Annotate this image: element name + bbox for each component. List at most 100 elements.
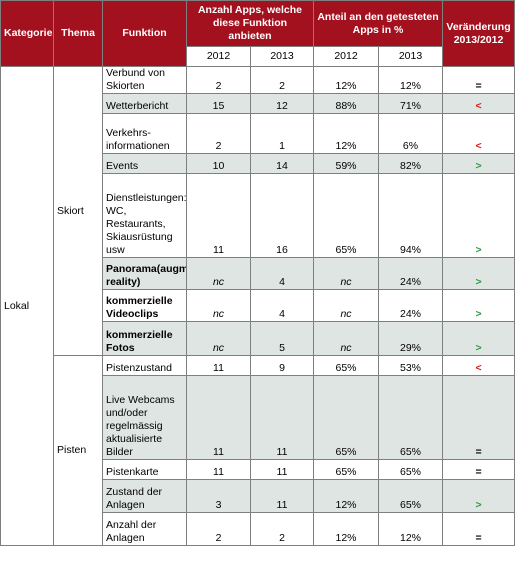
pct-2013-cell: 82%	[377, 153, 444, 174]
app-functions-table: Kategorie Thema Funktion Anzahl Apps, we…	[0, 0, 515, 546]
pct-2013-cell: 71%	[377, 93, 444, 114]
pct-2012-cell: 65%	[313, 355, 379, 376]
table-row: Zustand der Anlagen 3 11 12% 65% >	[1, 479, 515, 513]
apps-2012-cell: 11	[186, 173, 251, 258]
apps-2012-cell: 2	[186, 512, 251, 546]
pct-2012-cell: 65%	[313, 173, 379, 258]
header-kategorie: Kategorie	[0, 0, 54, 67]
apps-2012-cell: 2	[186, 66, 251, 94]
apps-2013-cell: 5	[250, 321, 314, 356]
header-anteil: Anteil an den getesteten Apps in %	[312, 0, 444, 47]
pct-2013-cell: 24%	[377, 257, 444, 290]
apps-2012-cell: nc	[186, 321, 251, 356]
table-row: Wetterbericht 15 12 88% 71% <	[1, 93, 515, 114]
funktion-cell: Anzahl der Anlagen	[102, 512, 187, 546]
pct-2012-cell: 65%	[313, 459, 379, 480]
pct-2012-cell: nc	[313, 321, 379, 356]
apps-2013-cell: 16	[250, 173, 314, 258]
apps-2012-cell: 3	[186, 479, 251, 513]
table-row: Lokal Skiort Verbund von Skiorten 2 2 12% 12% =	[0, 66, 515, 546]
header-thema: Thema	[53, 0, 103, 67]
header-anteil-2012: 2012	[313, 46, 379, 67]
pct-2012-cell: 12%	[313, 66, 379, 94]
table-row: Events 10 14 59% 82% >	[1, 153, 515, 174]
pct-2013-cell: 24%	[377, 289, 444, 322]
pct-2013-cell: 12%	[377, 512, 444, 546]
pct-2012-cell: nc	[313, 257, 379, 290]
apps-2013-cell: 4	[250, 289, 314, 322]
table-row: Verkehrs-informationen 2 1 12% 6% <	[1, 113, 515, 154]
apps-2012-cell: nc	[186, 257, 251, 290]
apps-2013-cell: 4	[250, 257, 314, 290]
pct-2013-cell: 65%	[377, 479, 444, 513]
pct-2012-cell: 88%	[313, 93, 379, 114]
header-veraenderung: Veränderung 2013/2012	[442, 0, 515, 67]
table-row: Pisten Pistenzustand 11 9 65% 53% <	[1, 355, 515, 546]
funktion-cell: Pistenzustand	[102, 355, 187, 376]
header-anteil-2013: 2013	[377, 46, 444, 67]
apps-2013-cell: 11	[250, 459, 314, 480]
change-indicator-cell: >	[442, 257, 515, 290]
table-row: Dienstleistungen: WC, Restaurants, Skiau…	[1, 173, 515, 258]
header-funktion: Funktion	[102, 0, 187, 67]
pct-2012-cell: 12%	[313, 512, 379, 546]
pct-2013-cell: 6%	[377, 113, 444, 154]
change-indicator-cell: =	[442, 512, 515, 546]
change-indicator-cell: =	[442, 459, 515, 480]
funktion-cell: Wetterbericht	[102, 93, 187, 114]
funktion-cell: Verkehrs-informationen	[102, 113, 187, 154]
apps-2013-cell: 1	[250, 113, 314, 154]
apps-2012-cell: 11	[186, 375, 251, 460]
funktion-cell: Panorama(augmented reality)	[102, 257, 187, 290]
apps-2012-cell: 2	[186, 113, 251, 154]
pct-2013-cell: 12%	[377, 66, 444, 94]
funktion-cell: Dienstleistungen: WC, Restaurants, Skiau…	[102, 173, 187, 258]
apps-2012-cell: 10	[186, 153, 251, 174]
funktion-cell: Live Webcams und/oder regelmässig aktual…	[102, 375, 187, 460]
change-indicator-cell: >	[442, 289, 515, 322]
funktion-cell: Verbund von Skiorten	[102, 66, 187, 94]
funktion-cell: kommerzielle Fotos	[102, 321, 187, 356]
pct-2013-cell: 94%	[377, 173, 444, 258]
funktion-cell: Pistenkarte	[102, 459, 187, 480]
pct-2012-cell: 12%	[313, 479, 379, 513]
header-anzahl-2012: 2012	[186, 46, 251, 67]
apps-2012-cell: 15	[186, 93, 251, 114]
funktion-cell: Events	[102, 153, 187, 174]
pct-2012-cell: 12%	[313, 113, 379, 154]
apps-2013-cell: 11	[250, 375, 314, 460]
change-indicator-cell: <	[442, 113, 515, 154]
table-row: Live Webcams und/oder regelmässig aktual…	[1, 375, 515, 460]
change-indicator-cell: <	[442, 355, 515, 376]
funktion-cell: Zustand der Anlagen	[102, 479, 187, 513]
change-indicator-cell: >	[442, 321, 515, 356]
apps-2013-cell: 14	[250, 153, 314, 174]
pct-2012-cell: 65%	[313, 375, 379, 460]
pct-2013-cell: 65%	[377, 459, 444, 480]
pct-2013-cell: 65%	[377, 375, 444, 460]
change-indicator-cell: =	[442, 375, 515, 460]
apps-2013-cell: 9	[250, 355, 314, 376]
thema-cell-skiort: Skiort	[53, 66, 103, 356]
thema-cell-pisten: Pisten	[53, 355, 103, 546]
apps-2013-cell: 12	[250, 93, 314, 114]
header-anzahl-2013: 2013	[250, 46, 314, 67]
change-indicator-cell: <	[442, 93, 515, 114]
funktion-cell: kommerzielle Videoclips	[102, 289, 187, 322]
change-indicator-cell: >	[442, 173, 515, 258]
kategorie-cell: Lokal	[0, 66, 54, 546]
pct-2013-cell: 29%	[377, 321, 444, 356]
apps-2012-cell: nc	[186, 289, 251, 322]
change-indicator-cell: >	[442, 479, 515, 513]
apps-2012-cell: 11	[186, 355, 251, 376]
apps-2013-cell: 2	[250, 66, 314, 94]
header-anzahl-apps: Anzahl Apps, welche diese Funktion anbie…	[186, 0, 314, 47]
pct-2012-cell: nc	[313, 289, 379, 322]
apps-2013-cell: 2	[250, 512, 314, 546]
change-indicator-cell: >	[442, 153, 515, 174]
table-row: Anzahl der Anlagen 2 2 12% 12% =	[1, 512, 515, 546]
pct-2013-cell: 53%	[377, 355, 444, 376]
apps-2013-cell: 11	[250, 479, 314, 513]
pct-2012-cell: 59%	[313, 153, 379, 174]
